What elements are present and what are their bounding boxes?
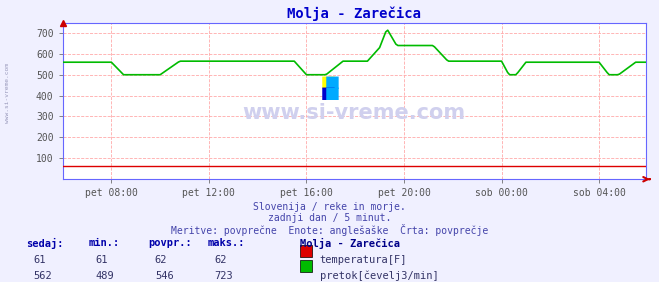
Title: Molja - Zarečica: Molja - Zarečica: [287, 7, 421, 21]
Text: Molja - Zarečica: Molja - Zarečica: [300, 238, 400, 249]
Text: Slovenija / reke in morje.: Slovenija / reke in morje.: [253, 202, 406, 212]
Text: 62: 62: [214, 255, 227, 265]
Text: www.si-vreme.com: www.si-vreme.com: [243, 103, 466, 123]
Text: maks.:: maks.:: [208, 238, 245, 248]
Text: pretok[čevelj3/min]: pretok[čevelj3/min]: [320, 271, 438, 281]
Text: 61: 61: [33, 255, 45, 265]
Text: ▪: ▪: [324, 70, 341, 94]
Text: temperatura[F]: temperatura[F]: [320, 255, 407, 265]
Text: Meritve: povprečne  Enote: anglešaške  Črta: povprečje: Meritve: povprečne Enote: anglešaške Črt…: [171, 224, 488, 236]
Text: sedaj:: sedaj:: [26, 238, 64, 249]
Text: povpr.:: povpr.:: [148, 238, 192, 248]
Text: min.:: min.:: [89, 238, 120, 248]
Text: www.si-vreme.com: www.si-vreme.com: [5, 63, 11, 123]
Text: ▪: ▪: [320, 70, 337, 94]
Text: ▪: ▪: [324, 81, 341, 105]
Text: ▪: ▪: [320, 81, 337, 105]
Text: zadnji dan / 5 minut.: zadnji dan / 5 minut.: [268, 213, 391, 223]
Text: 489: 489: [96, 271, 114, 281]
Text: 723: 723: [214, 271, 233, 281]
Text: 61: 61: [96, 255, 108, 265]
Text: 562: 562: [33, 271, 51, 281]
Text: 546: 546: [155, 271, 173, 281]
Text: 62: 62: [155, 255, 167, 265]
